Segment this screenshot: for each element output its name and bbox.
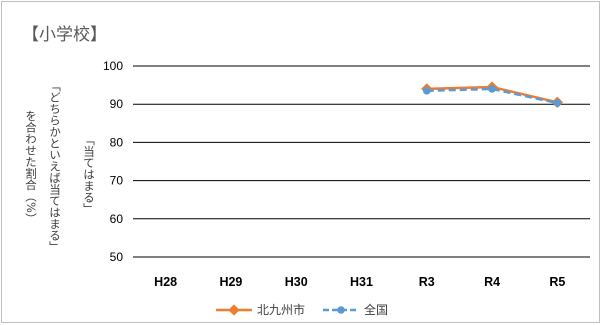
x-tick-label: R5 [549, 275, 565, 289]
legend: 北九州市 全国 [0, 301, 602, 317]
x-tick-label: H29 [219, 275, 242, 289]
y-tick-label: 80 [110, 135, 124, 149]
legend-swatch [323, 305, 359, 314]
legend-item: 全国 [321, 301, 388, 318]
legend-label: 北九州市 [257, 303, 306, 317]
ylabel-line-2: 「当てはまる」 [82, 134, 96, 215]
chart-title: 【小学校】 [22, 25, 107, 45]
x-tick-label: H30 [285, 275, 308, 289]
data-point [422, 87, 431, 95]
legend-label: 全国 [364, 303, 389, 317]
x-tick-label: R3 [419, 275, 435, 289]
y-tick-label: 60 [110, 212, 124, 226]
ylabel-line-1: 「どちらかといえば当てはまる」 [48, 80, 62, 253]
legend-swatch [216, 303, 252, 316]
data-point [488, 85, 496, 93]
x-tick-label: H31 [350, 275, 373, 289]
y-tick-label: 50 [110, 250, 124, 264]
y-tick-label: 100 [103, 59, 123, 73]
y-tick-label: 90 [110, 97, 124, 111]
y-tick-label: 70 [110, 174, 124, 188]
data-point [553, 99, 562, 107]
x-tick-label: H28 [154, 275, 177, 289]
ylabel-line-3: を合わせた割合（%） [24, 110, 38, 225]
legend-item: 北九州市 [214, 301, 305, 318]
x-tick-label: R4 [484, 275, 500, 289]
